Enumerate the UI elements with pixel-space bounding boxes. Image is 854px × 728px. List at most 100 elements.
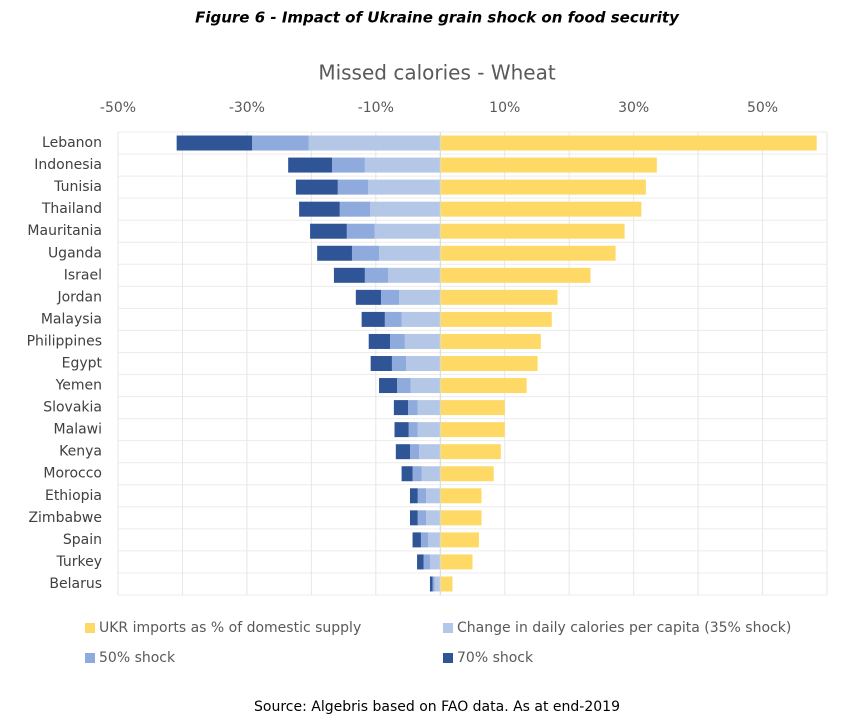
bar — [440, 378, 527, 394]
bar — [176, 135, 253, 151]
bar — [440, 422, 505, 438]
bar — [408, 400, 418, 416]
bar — [252, 135, 309, 151]
bar — [395, 444, 410, 460]
x-tick-label: -50% — [100, 100, 136, 116]
y-tick-label: Malaysia — [41, 311, 102, 327]
bar — [399, 289, 441, 305]
y-tick-label: Slovakia — [43, 400, 102, 416]
y-tick-label: Mauritania — [27, 223, 102, 239]
y-tick-label: Yemen — [55, 378, 102, 394]
y-tick-label: Philippines — [27, 333, 102, 349]
bar — [417, 554, 424, 570]
y-tick-label: Egypt — [62, 356, 103, 372]
bar — [410, 378, 441, 394]
legend-label: 70% shock — [457, 650, 534, 666]
bar — [368, 333, 390, 349]
bar — [397, 378, 411, 394]
bar — [440, 201, 642, 217]
bar — [380, 289, 400, 305]
source: Source: Algebris based on FAO data. As a… — [254, 699, 620, 715]
bar — [379, 378, 398, 394]
legend-swatch — [443, 623, 453, 633]
bar — [288, 157, 332, 173]
bar — [440, 223, 625, 239]
bar — [364, 267, 389, 283]
y-tick-label: Turkey — [55, 554, 102, 570]
bar — [440, 576, 453, 592]
legend-swatch — [85, 653, 95, 663]
bar — [409, 444, 420, 460]
bar — [440, 488, 482, 504]
bar — [429, 554, 441, 570]
x-tick-label: 30% — [618, 100, 649, 116]
bar — [393, 400, 409, 416]
y-tick-label: Spain — [63, 532, 102, 548]
legend-label: Change in daily calories per capita (35%… — [457, 620, 791, 636]
bar — [379, 245, 441, 261]
bar — [432, 576, 435, 592]
bar — [412, 532, 421, 548]
bar — [406, 356, 441, 371]
x-tick-label: -10% — [358, 100, 394, 116]
bar — [409, 488, 418, 504]
bar — [440, 333, 541, 349]
bar — [440, 356, 538, 371]
bar — [417, 510, 427, 526]
bar — [346, 223, 375, 239]
x-tick-label: 10% — [489, 100, 520, 116]
bar — [423, 554, 430, 570]
bar — [337, 179, 369, 195]
bar — [355, 289, 381, 305]
bar — [417, 422, 441, 438]
bar — [412, 466, 422, 482]
x-tick-label: 50% — [747, 100, 778, 116]
bar — [421, 466, 441, 482]
bar — [364, 157, 441, 173]
bar — [331, 157, 365, 173]
bar — [391, 356, 407, 371]
bar — [440, 289, 558, 305]
bar — [428, 532, 441, 548]
y-tick-label: Ethiopia — [45, 488, 102, 504]
y-tick-label: Morocco — [43, 466, 102, 482]
bar — [299, 201, 340, 217]
y-tick-label: Zimbabwe — [28, 510, 102, 526]
bar — [409, 510, 418, 526]
x-tick-label: -30% — [229, 100, 265, 116]
bar — [384, 311, 402, 327]
bar — [440, 179, 646, 195]
bar — [370, 201, 441, 217]
bar — [333, 267, 365, 283]
bar — [404, 333, 441, 349]
bar — [440, 267, 591, 283]
y-tick-label: Lebanon — [42, 135, 102, 151]
bar — [434, 576, 441, 592]
y-tick-label: Belarus — [49, 576, 102, 592]
bar — [408, 422, 418, 438]
bar — [440, 311, 552, 327]
bar — [388, 267, 441, 283]
bar — [361, 311, 385, 327]
y-tick-label: Israel — [64, 267, 102, 283]
bar — [440, 554, 473, 570]
bar — [440, 532, 479, 548]
bar — [417, 400, 441, 416]
bar — [426, 488, 441, 504]
bar — [351, 245, 380, 261]
bar — [374, 223, 441, 239]
chart-title: Missed calories - Wheat — [318, 61, 556, 85]
legend-label: UKR imports as % of domestic supply — [99, 620, 361, 636]
bar — [339, 201, 371, 217]
bar — [401, 466, 413, 482]
bar — [295, 179, 338, 195]
y-tick-label: Kenya — [59, 444, 102, 460]
bar — [389, 333, 405, 349]
legend-label: 50% shock — [99, 650, 176, 666]
figure-title: Figure 6 - Impact of Ukraine grain shock… — [195, 9, 680, 27]
bar — [394, 422, 409, 438]
bar — [440, 400, 505, 416]
y-tick-label: Thailand — [41, 201, 102, 217]
bar — [420, 532, 429, 548]
